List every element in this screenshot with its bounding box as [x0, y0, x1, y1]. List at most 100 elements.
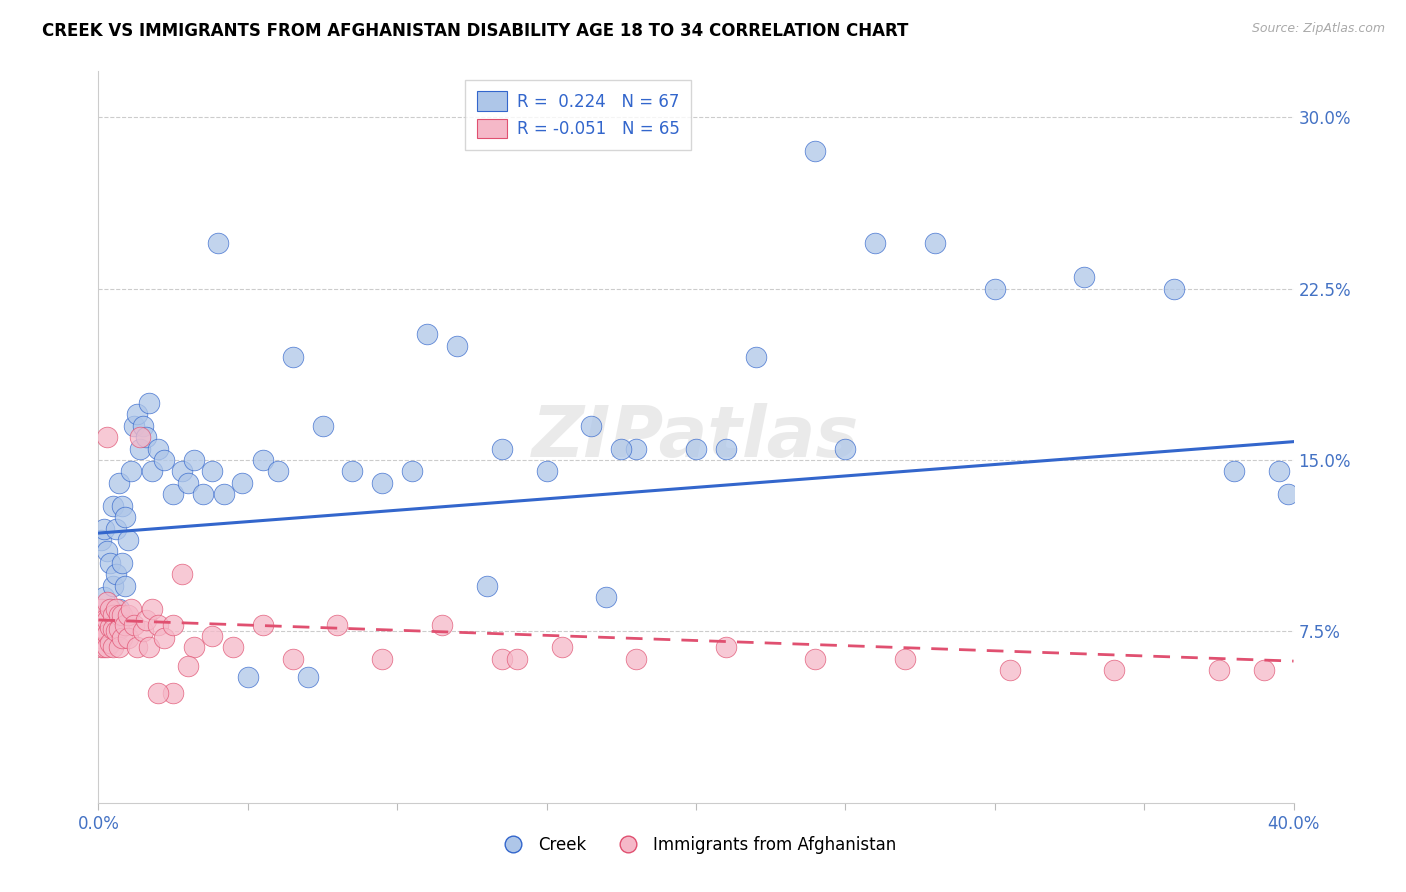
Point — [626, 442, 648, 456]
Point — [135, 430, 157, 444]
Point — [87, 613, 110, 627]
Point — [1253, 663, 1275, 677]
Point — [108, 475, 131, 490]
Text: Source: ZipAtlas.com: Source: ZipAtlas.com — [1251, 22, 1385, 36]
Point — [93, 622, 115, 636]
Point — [371, 475, 394, 490]
Point — [108, 640, 131, 655]
Point — [103, 640, 125, 655]
Point — [162, 487, 184, 501]
Point — [98, 601, 122, 615]
Point — [804, 145, 827, 159]
Point — [1104, 663, 1126, 677]
Point — [90, 640, 112, 655]
Text: ZIPatlas: ZIPatlas — [533, 402, 859, 472]
Point — [93, 640, 115, 655]
Point — [834, 442, 856, 456]
Point — [108, 601, 131, 615]
Point — [252, 453, 274, 467]
Point — [924, 235, 946, 250]
Point — [475, 579, 498, 593]
Point — [124, 418, 146, 433]
Point — [804, 652, 827, 666]
Point — [1208, 663, 1230, 677]
Point — [141, 464, 163, 478]
Point — [105, 601, 128, 615]
Point — [212, 487, 235, 501]
Point — [183, 640, 205, 655]
Legend: Creek, Immigrants from Afghanistan: Creek, Immigrants from Afghanistan — [489, 829, 903, 860]
Point — [685, 442, 707, 456]
Point — [416, 327, 439, 342]
Point — [141, 601, 163, 615]
Point — [93, 590, 115, 604]
Point — [98, 556, 122, 570]
Point — [252, 617, 274, 632]
Point — [177, 658, 200, 673]
Point — [222, 640, 245, 655]
Point — [93, 521, 115, 535]
Point — [153, 453, 176, 467]
Point — [96, 544, 118, 558]
Point — [177, 475, 200, 490]
Point — [96, 430, 118, 444]
Point — [105, 624, 128, 639]
Point — [745, 350, 768, 364]
Point — [90, 601, 112, 615]
Point — [120, 464, 142, 478]
Point — [98, 636, 122, 650]
Point — [148, 686, 170, 700]
Point — [326, 617, 349, 632]
Point — [894, 652, 917, 666]
Point — [103, 622, 125, 636]
Point — [281, 350, 304, 364]
Point — [138, 396, 160, 410]
Point — [124, 617, 146, 632]
Point — [111, 556, 134, 570]
Point — [111, 632, 134, 646]
Point — [984, 281, 1007, 295]
Point — [998, 663, 1021, 677]
Point — [595, 590, 617, 604]
Point — [153, 632, 176, 646]
Point — [626, 652, 648, 666]
Point — [96, 640, 118, 655]
Point — [87, 636, 110, 650]
Point — [714, 442, 737, 456]
Point — [108, 608, 131, 623]
Point — [127, 407, 149, 421]
Point — [446, 338, 468, 352]
Point — [714, 640, 737, 655]
Point — [114, 510, 136, 524]
Point — [96, 595, 118, 609]
Point — [105, 567, 128, 582]
Point — [581, 418, 603, 433]
Point — [117, 533, 139, 547]
Point — [371, 652, 394, 666]
Point — [610, 442, 633, 456]
Point — [191, 487, 214, 501]
Point — [207, 235, 229, 250]
Point — [550, 640, 572, 655]
Point — [132, 624, 155, 639]
Point — [103, 579, 125, 593]
Point — [430, 617, 453, 632]
Point — [297, 670, 319, 684]
Point — [90, 632, 112, 646]
Point — [172, 567, 194, 582]
Point — [105, 521, 128, 535]
Point — [311, 418, 333, 433]
Point — [138, 640, 160, 655]
Point — [120, 601, 142, 615]
Point — [231, 475, 253, 490]
Point — [117, 608, 139, 623]
Point — [536, 464, 558, 478]
Point — [103, 499, 125, 513]
Text: CREEK VS IMMIGRANTS FROM AFGHANISTAN DISABILITY AGE 18 TO 34 CORRELATION CHART: CREEK VS IMMIGRANTS FROM AFGHANISTAN DIS… — [42, 22, 908, 40]
Point — [1267, 464, 1289, 478]
Point — [96, 626, 118, 640]
Point — [281, 652, 304, 666]
Point — [93, 613, 115, 627]
Point — [98, 601, 122, 615]
Point — [87, 624, 110, 639]
